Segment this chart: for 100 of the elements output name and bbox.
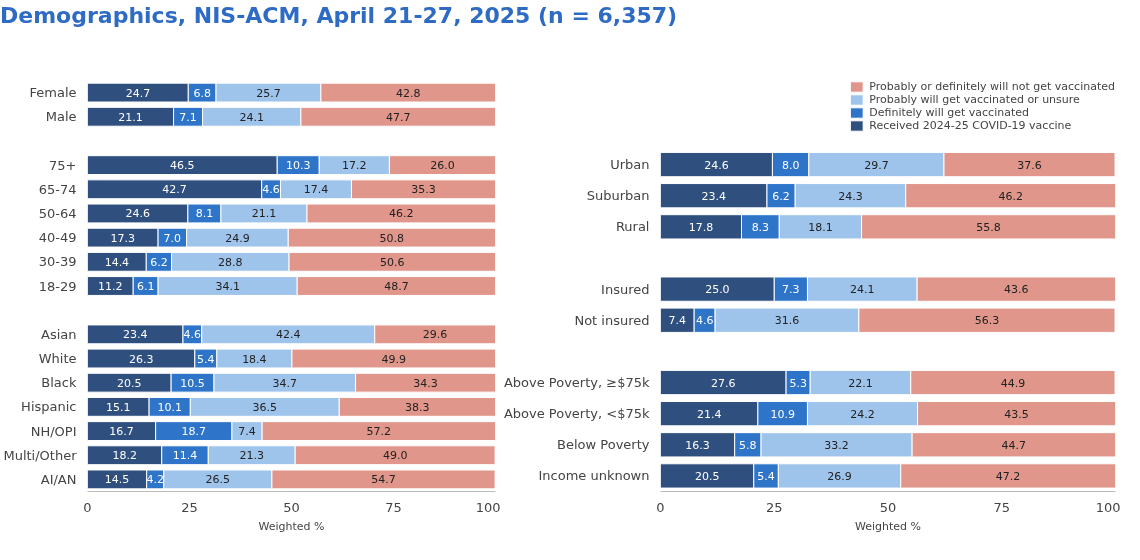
y-tick-label: White (38, 351, 77, 367)
legend-label: Probably will get vaccinated or unsure (869, 93, 1080, 106)
data-label: 37.6 (1017, 158, 1042, 172)
data-label: 42.4 (275, 328, 301, 342)
x-tick-label: 100 (475, 499, 501, 515)
x-tick-label: 50 (879, 499, 897, 515)
data-label: 11.2 (98, 280, 123, 293)
y-tick-label: Male (45, 109, 77, 125)
data-label: 18.7 (181, 425, 207, 439)
data-label: 50.8 (379, 231, 405, 245)
y-tick-label: Below Poverty (557, 437, 650, 453)
data-label: 24.3 (838, 189, 863, 203)
data-label: 26.5 (205, 473, 231, 487)
data-label: 35.3 (411, 183, 436, 197)
data-label: 24.9 (225, 231, 250, 245)
data-label: 7.0 (163, 231, 182, 245)
data-label: 24.6 (704, 158, 729, 172)
data-label: 42.8 (395, 86, 421, 100)
data-label: 33.2 (824, 438, 849, 452)
legend-label: Definitely will get vaccinated (869, 106, 1030, 119)
data-label: 23.4 (122, 328, 148, 342)
data-label: 4.2 (146, 473, 164, 487)
data-label: 36.5 (252, 400, 278, 414)
x-tick-label: 25 (181, 499, 198, 515)
data-label: 55.8 (976, 220, 1001, 234)
data-label: 10.5 (180, 376, 205, 390)
data-label: 29.6 (422, 328, 448, 342)
data-label: 56.3 (974, 314, 1000, 328)
data-label: 24.7 (125, 86, 151, 100)
data-label: 21.1 (251, 207, 277, 221)
x-tick-label: 100 (1095, 499, 1121, 515)
data-label: 17.2 (342, 159, 367, 173)
data-label: 4.6 (262, 183, 280, 197)
data-label: 20.5 (694, 469, 720, 483)
data-label: 17.8 (688, 220, 714, 234)
chart-title: Demographics, NIS-ACM, April 21-27, 2025 (n = 6,357) (0, 2, 678, 30)
legend-label: Received 2024-25 COVID-19 vaccine (869, 119, 1072, 132)
data-label: 46.2 (998, 189, 1024, 203)
data-label: 5.4 (757, 469, 775, 483)
data-label: 10.9 (770, 407, 795, 421)
data-label: 47.2 (995, 469, 1021, 483)
data-label: 48.7 (384, 280, 409, 293)
data-label: 14.4 (104, 255, 130, 269)
data-label: 21.1 (118, 110, 143, 124)
legend-label: Probably or definitely will not get vaccinated (869, 80, 1115, 93)
data-label: 7.3 (782, 283, 800, 297)
data-label: 14.5 (104, 473, 130, 487)
data-label: 20.5 (117, 376, 142, 390)
data-label: 17.4 (303, 183, 329, 197)
data-label: 16.3 (685, 438, 710, 452)
y-tick-label: Above Poverty, ≥$75k (503, 375, 650, 391)
y-tick-label: Asian (41, 326, 77, 342)
data-label: 21.4 (696, 407, 722, 421)
y-tick-label: 75+ (49, 157, 77, 173)
data-label: 43.6 (1004, 283, 1029, 297)
y-tick-label: Suburban (586, 188, 650, 204)
data-label: 6.2 (150, 255, 168, 269)
data-label: 46.2 (389, 207, 414, 221)
y-tick-label: 30-39 (38, 254, 77, 270)
y-tick-label: NH/OPI (30, 423, 77, 439)
data-label: 24.6 (125, 207, 150, 221)
data-label: 4.6 (183, 328, 202, 342)
data-label: 26.9 (827, 469, 852, 483)
data-label: 34.1 (215, 280, 240, 293)
x-axis-title: Weighted % (258, 519, 325, 533)
data-label: 26.3 (128, 352, 154, 366)
data-label: 5.4 (197, 352, 215, 366)
y-tick-label: Black (41, 375, 77, 391)
data-label: 54.7 (371, 473, 396, 487)
data-label: 49.0 (382, 449, 408, 463)
x-tick-label: 75 (385, 499, 402, 515)
data-label: 16.7 (109, 425, 134, 439)
data-label: 8.0 (781, 158, 800, 172)
data-label: 18.4 (242, 352, 267, 366)
y-tick-label: Multi/Other (3, 447, 78, 463)
data-label: 24.2 (850, 407, 875, 421)
data-label: 4.6 (695, 314, 714, 328)
data-label: 34.3 (413, 376, 438, 390)
y-tick-label: 50-64 (38, 205, 77, 221)
data-label: 10.3 (285, 159, 311, 173)
data-label: 7.4 (238, 425, 256, 439)
data-label: 34.7 (272, 376, 298, 390)
data-label: 18.2 (112, 449, 137, 463)
data-label: 11.4 (172, 449, 198, 463)
y-tick-label: Urban (610, 157, 650, 173)
y-tick-label: Hispanic (21, 399, 77, 415)
y-tick-label: 65-74 (38, 181, 77, 197)
y-tick-label: 18-29 (38, 278, 77, 294)
data-label: 24.1 (239, 110, 264, 124)
data-label: 7.4 (668, 314, 687, 328)
y-tick-label: Female (29, 85, 77, 101)
data-label: 26.0 (430, 159, 455, 173)
data-label: 49.9 (381, 352, 406, 366)
data-label: 5.8 (739, 438, 757, 452)
data-label: 6.1 (136, 280, 155, 293)
y-tick-label: Rural (615, 219, 650, 235)
data-label: 50.6 (380, 255, 405, 269)
data-label: 8.3 (751, 220, 770, 234)
data-label: 57.2 (366, 425, 392, 439)
y-tick-label: Income unknown (538, 468, 650, 484)
